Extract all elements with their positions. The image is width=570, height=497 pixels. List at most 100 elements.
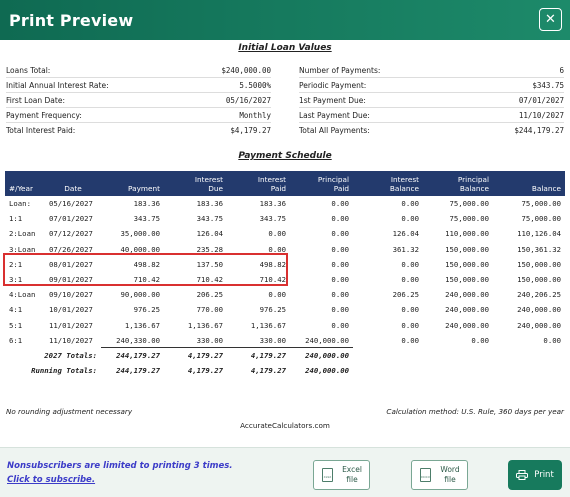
total-all-payments-label: Total All Payments: <box>299 126 370 135</box>
cell-interest-due: 235.28 <box>196 244 223 254</box>
print-button[interactable]: Print <box>508 460 562 490</box>
cell-date: 09/01/2027 <box>49 275 93 285</box>
divider <box>299 92 564 93</box>
cell-balance: 240,000.00 <box>517 320 561 330</box>
divider <box>299 122 564 123</box>
cell-interest-paid: 976.25 <box>259 305 286 315</box>
initial-values-title: Initial Loan Values <box>238 43 332 53</box>
cell-principal-paid: 0.00 <box>331 229 349 239</box>
cell-balance: 110,126.04 <box>517 229 561 239</box>
divider <box>299 107 564 108</box>
cell-balance: 240,000.00 <box>517 305 561 315</box>
cell-principal-balance: 150,000.00 <box>445 275 489 285</box>
periodic-payment-row: Periodic Payment: $343.75 <box>299 80 564 92</box>
cell-principal-paid: 240,000.00 <box>305 335 349 345</box>
cell-balance: 0.00 <box>543 335 561 345</box>
excel-file-button[interactable]: XLSX Excel file <box>313 460 370 490</box>
subscribe-link[interactable]: Click to subscribe. <box>7 475 96 485</box>
cell-principal-paid: 0.00 <box>331 199 349 209</box>
cell-balance: 240,206.25 <box>517 290 561 300</box>
cell-interest-paid: 0.00 <box>268 244 286 254</box>
table-row: 1:1 07/01/2027 343.75 343.75 343.75 0.00 0.00 7… <box>5 211 565 226</box>
cell-date: 07/01/2027 <box>49 214 93 224</box>
excel-file-label: Excel file <box>342 465 362 484</box>
total-all-payments-row: Total All Payments: $244,179.27 <box>299 125 564 137</box>
word-file-icon: DOCX <box>420 468 431 482</box>
cell-interest-due: 206.25 <box>196 290 223 300</box>
last-payment-due-label: Last Payment Due: <box>299 111 370 120</box>
divider <box>299 77 564 78</box>
cell-interest-due: 330.00 <box>196 335 223 345</box>
cell-balance: 150,000.00 <box>517 275 561 285</box>
cell-principal-balance: 150,000.00 <box>445 244 489 254</box>
close-button[interactable]: ✕ <box>539 8 562 31</box>
loans-total-label: Loans Total: <box>6 66 51 75</box>
title-bar: Print Preview ✕ <box>0 0 570 40</box>
excel-file-icon: XLSX <box>322 468 333 482</box>
rounding-note: No rounding adjustment necessary <box>6 407 133 416</box>
preview-content[interactable]: Initial Loan Values Loans Total: $240,00… <box>0 40 570 447</box>
cell-interest-balance: 206.25 <box>392 290 419 300</box>
word-file-button[interactable]: DOCX Word file <box>411 460 468 490</box>
table-row: 2:1 08/01/2027 498.82 137.50 498.82 0.00 0.00 1… <box>5 257 565 272</box>
cell-payment: 498.82 <box>133 259 160 269</box>
periodic-payment-value: $343.75 <box>532 81 564 90</box>
total-all-payments-value: $244,179.27 <box>514 126 564 135</box>
cell-payment: 40,000.00 <box>120 244 160 254</box>
calculation-method-note: Calculation method: U.S. Rule, 360 days … <box>386 407 564 416</box>
cell-interest-due: 1,136.67 <box>187 320 223 330</box>
cell-payment: 183.36 <box>133 199 160 209</box>
first-payment-due-label: 1st Payment Due: <box>299 96 366 105</box>
col-header-principal-balance: Principal Balance <box>423 171 493 196</box>
cell-interest-balance: 0.00 <box>401 320 419 330</box>
cell-year: 1:1 <box>9 214 23 224</box>
cell-year: 2:1 <box>9 259 23 269</box>
divider <box>6 92 271 93</box>
running-totals-interest-paid: 4,179.27 <box>250 366 286 376</box>
cell-interest-due: 710.42 <box>196 275 223 285</box>
cell-payment: 710.42 <box>133 275 160 285</box>
cell-payment: 90,000.00 <box>120 290 160 300</box>
year-totals-payment: 244,179.27 <box>101 347 164 364</box>
cell-year: 4:1 <box>9 305 23 315</box>
cell-date: 05/16/2027 <box>49 199 93 209</box>
cell-date: 10/01/2027 <box>49 305 93 315</box>
cell-interest-paid: 330.00 <box>259 335 286 345</box>
col-header-balance: Balance <box>493 171 565 196</box>
running-totals-payment: 244,179.27 <box>116 366 160 376</box>
col-header-payment: Payment <box>101 171 164 196</box>
cell-year: Loan: <box>9 199 31 209</box>
cell-principal-paid: 0.00 <box>331 214 349 224</box>
cell-principal-balance: 150,000.00 <box>445 259 489 269</box>
table-row: 6:1 11/10/2027 240,330.00 330.00 330.00 240,0… <box>5 333 565 348</box>
cell-date: 08/01/2027 <box>49 259 93 269</box>
cell-payment: 35,000.00 <box>120 229 160 239</box>
cell-interest-balance: 0.00 <box>401 305 419 315</box>
payment-frequency-label: Payment Frequency: <box>6 111 82 120</box>
cell-principal-balance: 110,000.00 <box>445 229 489 239</box>
year-totals-row: 2027 Totals: 244,179.27 4,179.27 4,179.2… <box>5 347 565 364</box>
table-row: 4:1 10/01/2027 976.25 770.00 976.25 0.00 0.00 2… <box>5 302 565 317</box>
cell-interest-paid: 498.82 <box>259 259 286 269</box>
table-row: 2:Loan 07/12/2027 35,000.00 126.04 0.00 0.00 1… <box>5 226 565 241</box>
subscriber-notice: Nonsubscribers are limited to printing 3… <box>7 459 233 487</box>
cell-date: 07/12/2027 <box>49 229 93 239</box>
year-totals-interest-paid: 4,179.27 <box>227 347 290 364</box>
cell-principal-paid: 0.00 <box>331 259 349 269</box>
cell-interest-paid: 1,136.67 <box>250 320 286 330</box>
table-row: 3:1 09/01/2027 710.42 710.42 710.42 0.00 0.00 1… <box>5 272 565 287</box>
table-header-row: #/Year Date Payment Interest Due Interest… <box>5 171 565 196</box>
running-totals-interest-due: 4,179.27 <box>187 366 223 376</box>
cell-principal-paid: 0.00 <box>331 305 349 315</box>
loans-total-value: $240,000.00 <box>221 66 271 75</box>
payment-frequency-value: Monthly <box>239 111 271 120</box>
cell-interest-balance: 0.00 <box>401 335 419 345</box>
col-header-interest-paid: Interest Paid <box>227 171 290 196</box>
col-header-principal-paid: Principal Paid <box>290 171 353 196</box>
cell-interest-due: 183.36 <box>196 199 223 209</box>
cell-principal-paid: 0.00 <box>331 275 349 285</box>
divider <box>6 122 271 123</box>
cell-principal-balance: 75,000.00 <box>449 199 489 209</box>
cell-year: 6:1 <box>9 335 23 345</box>
cell-interest-balance: 361.32 <box>392 244 419 254</box>
